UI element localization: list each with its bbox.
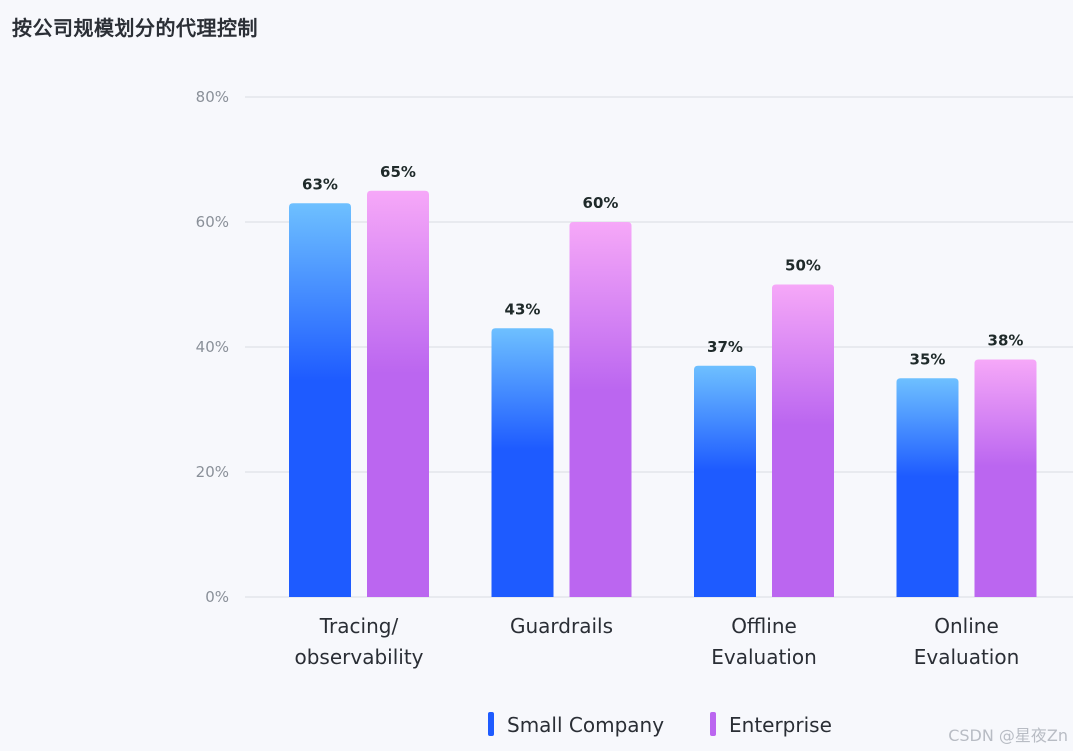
legend-label-enterprise: Enterprise: [729, 713, 832, 737]
data-label: 37%: [707, 338, 743, 356]
data-label: 43%: [505, 300, 541, 318]
bar-small-company: [896, 378, 959, 597]
y-tick-label: 60%: [196, 213, 229, 231]
bar-small-company: [694, 365, 756, 597]
y-tick-label: 80%: [196, 88, 229, 106]
x-tick-label: Tracing/observability: [294, 614, 423, 669]
x-tick-label: Offline Evaluation: [711, 614, 817, 669]
legend-label-small-company: Small Company: [507, 713, 664, 737]
data-label: 60%: [583, 194, 619, 212]
bar-enterprise: [367, 190, 429, 597]
data-label: 63%: [302, 175, 338, 193]
legend-swatch-enterprise: [710, 712, 716, 736]
bar-enterprise: [772, 284, 834, 597]
y-tick-label: 0%: [205, 588, 229, 606]
data-label: 35%: [910, 350, 946, 368]
bar-small-company: [289, 203, 351, 597]
bar-enterprise: [569, 222, 632, 597]
x-tick-label: Online Evaluation: [914, 614, 1020, 669]
bar-enterprise: [974, 359, 1037, 597]
y-tick-label: 20%: [196, 463, 229, 481]
bar-small-company: [491, 328, 554, 597]
chart-title: 按公司规模划分的代理控制: [12, 16, 258, 40]
y-tick-label: 40%: [196, 338, 229, 356]
legend-swatch-small-company: [488, 712, 494, 736]
data-label: 50%: [785, 257, 821, 275]
data-label: 38%: [988, 332, 1024, 350]
x-tick-label: Guardrails: [510, 614, 613, 638]
watermark-text: CSDN @星夜Zn: [948, 726, 1068, 745]
data-label: 65%: [380, 163, 416, 181]
